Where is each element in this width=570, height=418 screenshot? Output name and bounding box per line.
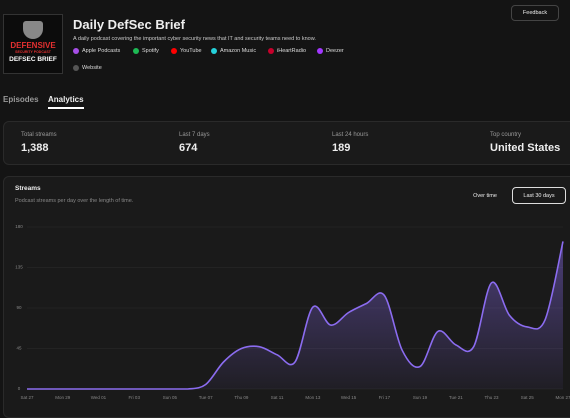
y-tick-label: 90 xyxy=(16,305,22,310)
stat-value: 674 xyxy=(179,142,198,154)
range-select[interactable]: Last 30 days xyxy=(512,187,566,204)
x-tick-label: Sun 19 xyxy=(413,395,428,400)
button-label: Over time xyxy=(473,192,497,199)
stat-value: United States xyxy=(490,142,561,154)
y-tick-label: 180 xyxy=(15,224,23,229)
link-label: Apple Podcasts xyxy=(82,48,121,54)
logo: DEFENSIVE SECURITY PODCAST DEFSEC BRIEF xyxy=(3,14,63,74)
stat-label: Top country xyxy=(490,132,522,138)
view-select[interactable]: Over time xyxy=(463,187,507,204)
x-tick-label: Mon 27 xyxy=(555,395,570,400)
link-label: Amazon Music xyxy=(220,48,257,54)
page: DEFENSIVE SECURITY PODCAST DEFSEC BRIEF … xyxy=(3,5,570,418)
link[interactable]: Deezer xyxy=(317,48,344,54)
logo-shield xyxy=(23,21,43,39)
description: A daily podcast covering the important c… xyxy=(73,36,316,42)
tab[interactable]: Episodes xyxy=(3,95,39,104)
stat: Last 24 hours 189 xyxy=(332,132,368,154)
link-label: Spotify xyxy=(142,48,159,54)
x-tick-label: Tue 07 xyxy=(199,395,213,400)
x-tick-label: Fri 17 xyxy=(379,395,391,400)
link[interactable]: Website xyxy=(73,65,102,71)
x-tick-label: Thu 09 xyxy=(234,395,249,400)
link-label: iHeartRadio xyxy=(277,48,307,54)
x-tick-label: Sat 25 xyxy=(521,395,535,400)
link[interactable]: Apple Podcasts xyxy=(73,48,120,54)
stat-value: 189 xyxy=(332,142,351,154)
link-label: YouTube xyxy=(180,48,202,54)
chart: 0 45 90 135 180 Sat 27 Mon 29 Wed 01 Fri 03 Sun 0… xyxy=(15,224,570,400)
link[interactable]: YouTube xyxy=(171,48,202,54)
stats-card: Total streams 1,388 Last 7 days 674 Last 2… xyxy=(3,121,570,165)
stat-value: 1,388 xyxy=(21,142,49,154)
logo-text: DEFSEC BRIEF xyxy=(9,56,57,63)
podcast-title: Daily DefSec Brief xyxy=(73,17,185,32)
stat: Last 7 days 674 xyxy=(179,132,210,154)
x-tick-label: Mon 29 xyxy=(55,395,71,400)
logo-text: DEFENSIVE xyxy=(10,41,56,50)
area xyxy=(27,241,563,389)
link-label: Website xyxy=(82,65,102,71)
link-label: Deezer xyxy=(326,48,344,54)
feedback-button[interactable]: Feedback xyxy=(511,5,559,21)
stat: Top country United States xyxy=(490,132,560,154)
tab[interactable]: Analytics xyxy=(48,95,84,109)
button-label: Feedback xyxy=(522,10,548,16)
y-tick-label: 135 xyxy=(15,265,23,270)
line xyxy=(27,241,564,390)
x-tick-label: Tue 21 xyxy=(449,395,463,400)
x-tick-label: Sat 11 xyxy=(271,395,284,400)
x-tick-label: Wed 15 xyxy=(341,395,357,400)
chart-title: Streams xyxy=(15,185,41,192)
x-tick-label: Wed 01 xyxy=(91,395,107,400)
x-tick-label: Thu 23 xyxy=(485,395,500,400)
y-tick-label: 0 xyxy=(18,386,21,391)
stat-label: Total streams xyxy=(21,132,57,138)
x-tick-label: Fri 03 xyxy=(128,395,140,400)
button-label: Last 30 days xyxy=(523,192,555,199)
stat-label: Last 7 days xyxy=(179,132,210,138)
link[interactable]: iHeartRadio xyxy=(268,48,306,54)
chart-subtitle: Podcast streams per day over the length … xyxy=(15,198,134,204)
x-tick-label: Sat 27 xyxy=(20,395,34,400)
link[interactable]: Amazon Music xyxy=(211,48,256,54)
x-tick-label: Sun 05 xyxy=(163,395,178,400)
logo-text: SECURITY PODCAST xyxy=(15,50,51,54)
stat-label: Last 24 hours xyxy=(332,132,369,138)
stat: Total streams 1,388 xyxy=(21,132,57,154)
y-tick-label: 45 xyxy=(16,346,22,351)
link[interactable]: Spotify xyxy=(133,48,159,54)
x-tick-label: Mon 13 xyxy=(305,395,321,400)
